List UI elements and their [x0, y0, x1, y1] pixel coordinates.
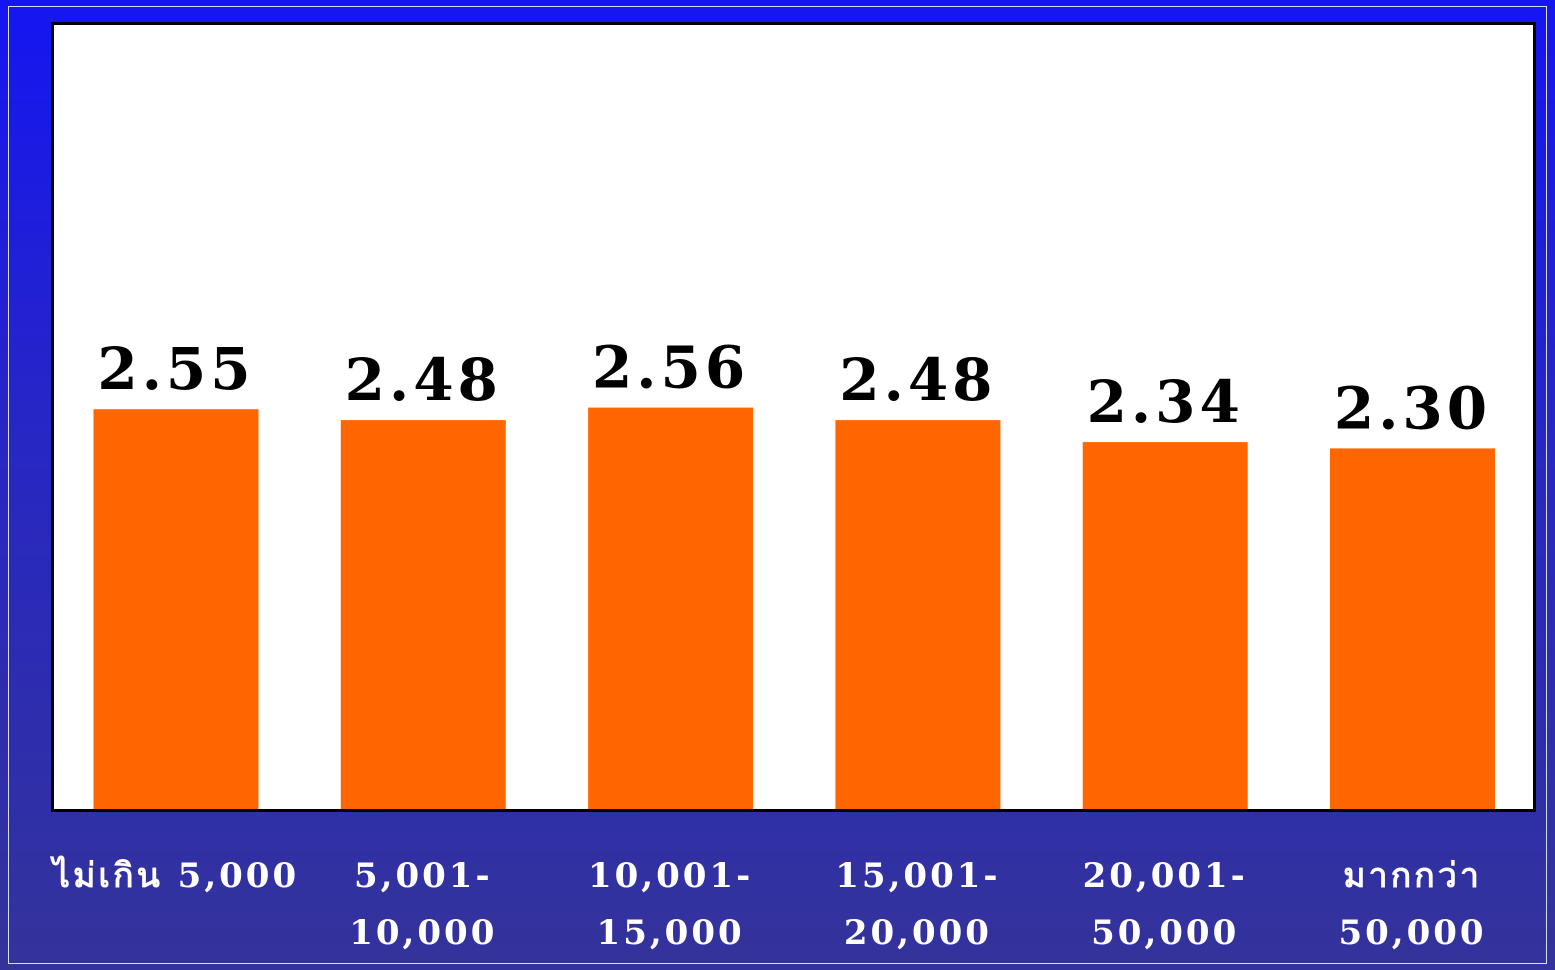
x-tick-label-line: 50,000: [1338, 913, 1487, 953]
x-tick-label-2: 5,001- 10,000: [293, 848, 553, 962]
bar-6: [1330, 448, 1495, 809]
bar-2: [340, 420, 506, 809]
bar-value-label-6: 2.30: [1334, 374, 1491, 442]
x-tick-label-line: 15,000: [596, 913, 745, 953]
bar-3: [588, 407, 754, 809]
x-tick-label-4: 15,001- 20,000: [788, 848, 1048, 962]
x-tick-label-line: ไม่เกิน 5,000: [52, 856, 300, 896]
x-tick-label-1: ไม่เกิน 5,000: [46, 848, 306, 905]
bar-4: [835, 420, 1001, 809]
plot-area: 2.55 2.48 2.56 2.48 2.34 2.30: [51, 22, 1536, 812]
x-tick-label-line: 20,001-: [1082, 856, 1248, 896]
x-tick-label-line: 10,001-: [587, 856, 754, 896]
x-tick-label-line: 20,000: [843, 913, 992, 953]
x-tick-label-3: 10,001- 15,000: [541, 848, 801, 962]
bar-value-label-2: 2.48: [345, 346, 502, 414]
x-tick-label-line: 50,000: [1091, 913, 1240, 953]
x-tick-label-line: มากกว่า: [1343, 856, 1482, 896]
x-tick-label-6: มากกว่า 50,000: [1283, 848, 1543, 962]
bar-value-label-5: 2.34: [1087, 368, 1244, 436]
bar-value-label-3: 2.56: [592, 334, 749, 402]
bar-1: [93, 409, 259, 809]
x-tick-label-line: 10,000: [349, 913, 498, 953]
x-tick-label-5: 20,001- 50,000: [1035, 848, 1295, 962]
bar-chart: 2.55 2.48 2.56 2.48 2.34 2.30: [93, 334, 1495, 809]
bar-value-label-4: 2.48: [839, 346, 996, 414]
bar-value-label-1: 2.55: [97, 335, 254, 403]
x-axis-labels: ไม่เกิน 5,000 5,001- 10,000 10,001- 15,000 15…: [0, 848, 1555, 958]
x-tick-label-line: 5,001-: [354, 856, 493, 896]
x-tick-label-line: 15,001-: [835, 856, 1001, 896]
bar-5: [1082, 442, 1248, 809]
